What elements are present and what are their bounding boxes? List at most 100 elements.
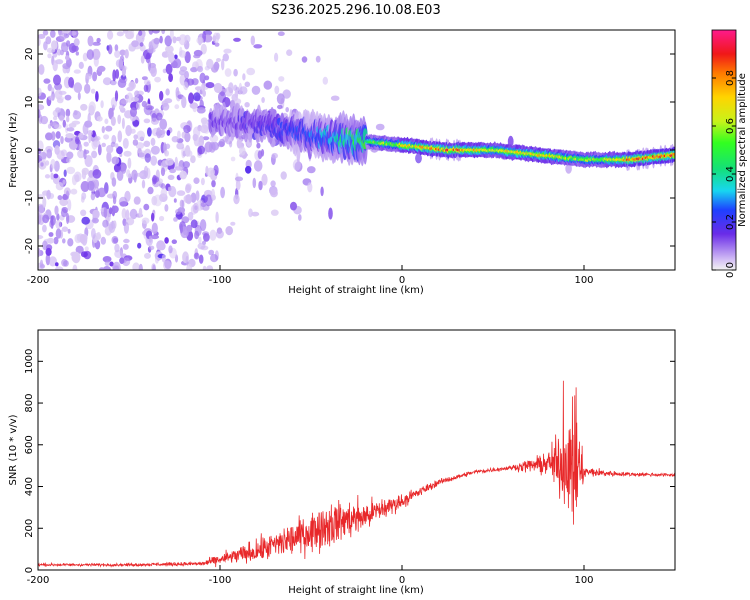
spectrogram-cell bbox=[224, 134, 233, 145]
spectrogram-cell bbox=[239, 146, 246, 156]
spectrogram-cell bbox=[47, 53, 52, 59]
spectrogram-cell bbox=[118, 58, 124, 70]
spectrogram-cell bbox=[290, 201, 297, 211]
spectrogram-cell bbox=[39, 259, 44, 268]
spectrogram-cell bbox=[151, 263, 156, 270]
snr-ylabel: SNR (10 * v/v) bbox=[8, 414, 19, 485]
spectrogram-cell bbox=[138, 30, 143, 36]
spectrogram-cell bbox=[173, 198, 177, 203]
snr-y-axis: 0 200 400 600 800 1000 bbox=[24, 349, 675, 573]
x-tick-label: -200 bbox=[27, 275, 50, 286]
spectrogram-cell bbox=[115, 143, 119, 149]
spectrogram-cell bbox=[147, 127, 152, 137]
spectrogram-cell bbox=[147, 47, 156, 54]
spectrogram-cell bbox=[108, 221, 116, 233]
spectrogram-cell bbox=[38, 34, 46, 39]
spectrogram-cell bbox=[159, 90, 164, 101]
spectrogram-cell bbox=[57, 48, 61, 56]
spectrogram-cell bbox=[188, 92, 194, 104]
spectrogram-cell bbox=[121, 208, 127, 220]
spectrogram-cell bbox=[178, 50, 187, 58]
spectrogram-cell bbox=[141, 76, 148, 81]
spectrogram-cell bbox=[111, 205, 119, 214]
spectrogram-cell bbox=[65, 55, 70, 61]
spectrogram-cell bbox=[176, 190, 186, 196]
spectrogram-cell bbox=[91, 150, 98, 159]
spectrogram-cell bbox=[270, 189, 278, 198]
colorbar: 0.00.20.40.60.8 Normalized spectral ampl… bbox=[711, 29, 748, 278]
spectrogram-cell bbox=[271, 152, 279, 159]
spectrogram-cell bbox=[73, 82, 83, 93]
spectrogram-cell bbox=[159, 35, 163, 44]
spectrogram-cell bbox=[137, 242, 142, 249]
colorbar-tick-label: 0.6 bbox=[725, 118, 736, 134]
spectrogram-cell bbox=[100, 236, 107, 245]
spectrogram-cell bbox=[123, 238, 130, 244]
spectrogram-cell bbox=[148, 235, 152, 243]
spectrogram-cell bbox=[55, 131, 61, 139]
spectrogram-cell bbox=[160, 188, 168, 198]
spectrogram-cell bbox=[91, 228, 96, 239]
spectrogram-cell bbox=[42, 30, 49, 36]
spectrogram-cell bbox=[72, 30, 79, 39]
spectrogram-cell bbox=[203, 233, 210, 242]
spectrogram-cell bbox=[204, 65, 210, 71]
snr-line bbox=[38, 380, 675, 568]
spectrogram-cell bbox=[193, 92, 201, 102]
spectrogram-cell bbox=[199, 99, 204, 110]
spectrogram-cell bbox=[79, 234, 86, 244]
spectrogram-cell bbox=[165, 158, 174, 166]
spectrogram-cell bbox=[143, 118, 151, 124]
spectrogram-cell bbox=[96, 116, 103, 122]
spectrogram-cell bbox=[205, 82, 215, 89]
spectrogram-cell bbox=[144, 153, 151, 163]
spectrogram-cell bbox=[184, 145, 191, 157]
spectrogram-cell bbox=[109, 79, 117, 86]
spectrogram-cell bbox=[152, 30, 160, 34]
spectrogram-cell bbox=[166, 49, 172, 58]
spectrogram-cell bbox=[62, 30, 71, 34]
spectrogram-cell bbox=[119, 257, 125, 265]
spectrogram-cell bbox=[121, 163, 127, 174]
spectrogram-cell bbox=[258, 180, 263, 191]
spectrogram-cell bbox=[278, 76, 285, 82]
spectrogram-cell bbox=[171, 239, 177, 244]
spectrogram-cell bbox=[52, 60, 58, 72]
snr-x-axis: -200 -100 0 100 bbox=[27, 565, 594, 586]
colorbar-tick-label: 0.2 bbox=[725, 214, 736, 230]
spectrogram-cell bbox=[147, 59, 151, 71]
spectrogram-cell bbox=[154, 76, 162, 83]
spectrogram-cell bbox=[71, 45, 79, 52]
spectrogram-cell bbox=[280, 171, 287, 180]
x-tick-label: 0 bbox=[399, 575, 405, 586]
spectrogram-cell bbox=[165, 63, 173, 75]
spectrogram-cell bbox=[200, 177, 205, 186]
spectrogram-cell bbox=[211, 179, 216, 188]
spectrogram-cell bbox=[64, 94, 72, 101]
spectrogram-cell bbox=[110, 141, 116, 148]
spectrogram-cell bbox=[210, 254, 219, 263]
spectrogram-cell bbox=[261, 97, 265, 103]
spectrogram-cell bbox=[115, 69, 120, 79]
spectrogram-cell bbox=[315, 55, 321, 63]
spectrogram-cell bbox=[174, 104, 180, 110]
spectrogram-cell bbox=[114, 50, 121, 58]
spectrogram-cell bbox=[38, 109, 41, 119]
spectrogram-cell bbox=[172, 36, 177, 44]
spectrogram-cell bbox=[68, 123, 77, 128]
spectrogram-cell bbox=[150, 145, 160, 155]
spectrogram-cell bbox=[285, 107, 290, 113]
spectrogram-cell bbox=[202, 265, 207, 270]
spectrogram-cell bbox=[181, 146, 186, 159]
spectrogram-cell bbox=[143, 203, 150, 211]
spectrogram-cell bbox=[133, 134, 138, 140]
spectrogram-cell bbox=[112, 190, 118, 200]
spectrogram-cell bbox=[149, 245, 155, 250]
spectrogram-cell bbox=[141, 217, 150, 225]
spectrogram-cell bbox=[565, 163, 572, 174]
spectrogram-cell bbox=[122, 243, 129, 250]
spectrogram-cell bbox=[138, 207, 143, 218]
spectrogram-cell bbox=[46, 47, 56, 53]
spectrogram-cell bbox=[73, 110, 78, 116]
spectrogram-cell bbox=[201, 119, 206, 127]
